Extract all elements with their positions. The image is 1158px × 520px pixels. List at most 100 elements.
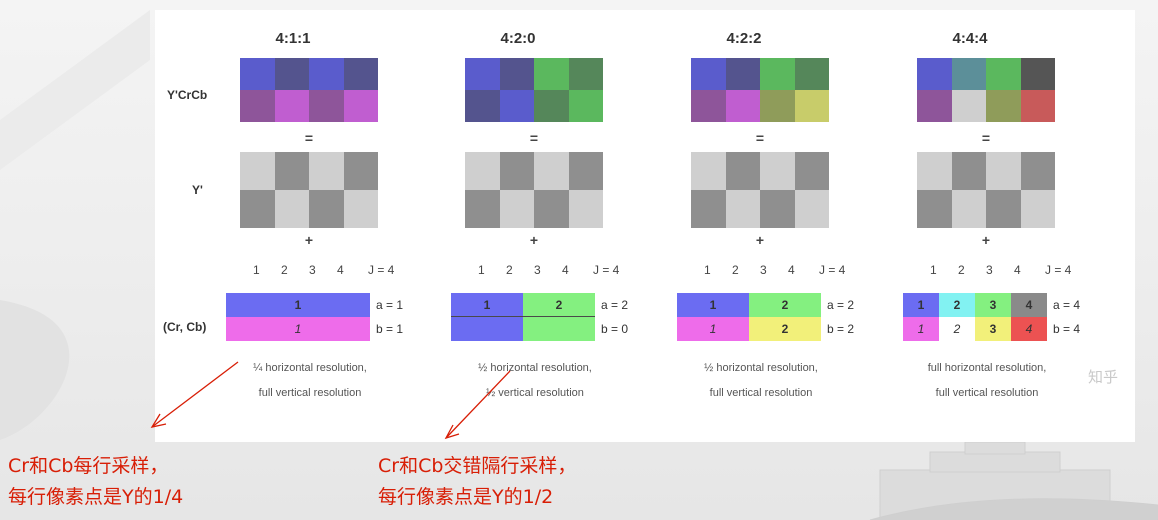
j-number: 2 <box>732 263 739 277</box>
row-label-ycrcb: Y'CrCb <box>167 88 208 102</box>
j-number: 4 <box>788 263 795 277</box>
chroma-cell-bottom: 1 <box>903 317 939 341</box>
plus-sign: + <box>981 232 991 248</box>
chroma-cell-top: 2 <box>749 293 821 317</box>
j-number: 2 <box>958 263 965 277</box>
luma-pixel <box>309 152 344 190</box>
luma-pixel <box>951 152 986 190</box>
ycrcb-pixel <box>568 58 603 90</box>
building-silhouette <box>869 441 1158 520</box>
luma-pixel <box>568 190 603 228</box>
right-arrow-head <box>444 424 460 440</box>
luma-pixel <box>309 190 344 228</box>
plus-sign: + <box>755 232 765 248</box>
a-label: a = 2 <box>601 298 629 312</box>
watermark: 知乎 <box>1088 368 1119 386</box>
chroma-cell-bottom: 4 <box>1011 317 1047 341</box>
chroma-cell-top: 2 <box>523 293 595 317</box>
chroma-cell-top: 1 <box>903 293 939 317</box>
chroma-cell-bottom <box>523 317 595 341</box>
b-label: b = 1 <box>376 322 404 336</box>
equals-sign: = <box>529 130 539 146</box>
luma-pixel <box>986 152 1021 190</box>
right-annotation-line-2: 每行像素点是Y的1/2 <box>378 486 554 508</box>
j-number: 2 <box>506 263 513 277</box>
equals-sign: = <box>304 130 314 146</box>
luma-pixel <box>725 152 760 190</box>
ycrcb-pixel <box>986 58 1021 90</box>
chroma-cell-bottom: 1 <box>226 317 370 341</box>
j-number: 3 <box>760 263 767 277</box>
chroma-cell-top: 1 <box>451 293 523 317</box>
ycrcb-pixel <box>917 90 952 122</box>
ycrcb-pixel <box>951 58 986 90</box>
j-number: 1 <box>704 263 711 277</box>
caption-vertical: full vertical resolution <box>709 387 813 399</box>
luma-grid <box>240 152 378 228</box>
j-number: 1 <box>253 263 260 277</box>
ycrcb-pixel <box>760 90 795 122</box>
a-label: a = 2 <box>827 298 855 312</box>
ycrcb-pixel <box>499 58 534 90</box>
left-arrow-head <box>150 413 167 428</box>
luma-pixel <box>274 152 309 190</box>
luma-pixel <box>794 152 829 190</box>
b-label: b = 0 <box>601 322 629 336</box>
a-label: a = 4 <box>1053 298 1081 312</box>
row-label-y: Y' <box>192 183 203 197</box>
j-number: 3 <box>986 263 993 277</box>
luma-pixel <box>343 190 378 228</box>
ycrcb-grid <box>465 58 603 122</box>
j-number: 1 <box>478 263 485 277</box>
equals-sign: = <box>981 130 991 146</box>
luma-pixel <box>568 152 603 190</box>
caption-vertical: ½ vertical resolution <box>486 387 584 399</box>
b-label: b = 2 <box>827 322 855 336</box>
ycrcb-pixel <box>691 90 726 122</box>
plus-sign: + <box>304 232 314 248</box>
luma-pixel <box>240 152 275 190</box>
luma-grid <box>465 152 603 228</box>
ycrcb-pixel <box>343 58 378 90</box>
luma-pixel <box>499 190 534 228</box>
luma-pixel <box>917 152 952 190</box>
luma-pixel <box>534 190 569 228</box>
column-title: 4:2:0 <box>500 30 536 47</box>
ycrcb-pixel <box>725 58 760 90</box>
ycrcb-pixel <box>986 90 1021 122</box>
chroma-cell-top: 1 <box>677 293 749 317</box>
j-label: J = 4 <box>819 263 846 277</box>
luma-pixel <box>760 152 795 190</box>
caption-horizontal: full horizontal resolution, <box>927 362 1047 374</box>
row-label-cr-cb: (Cr, Cb) <box>163 320 207 334</box>
luma-pixel <box>951 190 986 228</box>
chroma-cell-bottom: 1 <box>677 317 749 341</box>
ycrcb-pixel <box>240 58 275 90</box>
luma-pixel <box>691 152 726 190</box>
ycrcb-grid <box>240 58 378 122</box>
a-label: a = 1 <box>376 298 404 312</box>
luma-pixel <box>343 152 378 190</box>
ycrcb-pixel <box>240 90 275 122</box>
column-title: 4:2:2 <box>726 30 762 47</box>
ycrcb-pixel <box>794 90 829 122</box>
chroma-divider-line <box>451 316 595 317</box>
luma-pixel <box>794 190 829 228</box>
chroma-cell-bottom <box>451 317 523 341</box>
luma-grid <box>917 152 1055 228</box>
caption-horizontal: ½ horizontal resolution, <box>478 362 592 374</box>
left-annotation-line-2: 每行像素点是Y的1/4 <box>8 486 184 508</box>
j-number: 3 <box>534 263 541 277</box>
luma-pixel <box>465 152 500 190</box>
j-number: 4 <box>1014 263 1021 277</box>
caption-vertical: full vertical resolution <box>258 387 362 399</box>
ycrcb-pixel <box>309 90 344 122</box>
ycrcb-pixel <box>1020 90 1055 122</box>
j-label: J = 4 <box>1045 263 1072 277</box>
j-number: 1 <box>930 263 937 277</box>
chroma-cell-bottom: 2 <box>749 317 821 341</box>
ycrcb-pixel <box>794 58 829 90</box>
luma-pixel <box>534 152 569 190</box>
